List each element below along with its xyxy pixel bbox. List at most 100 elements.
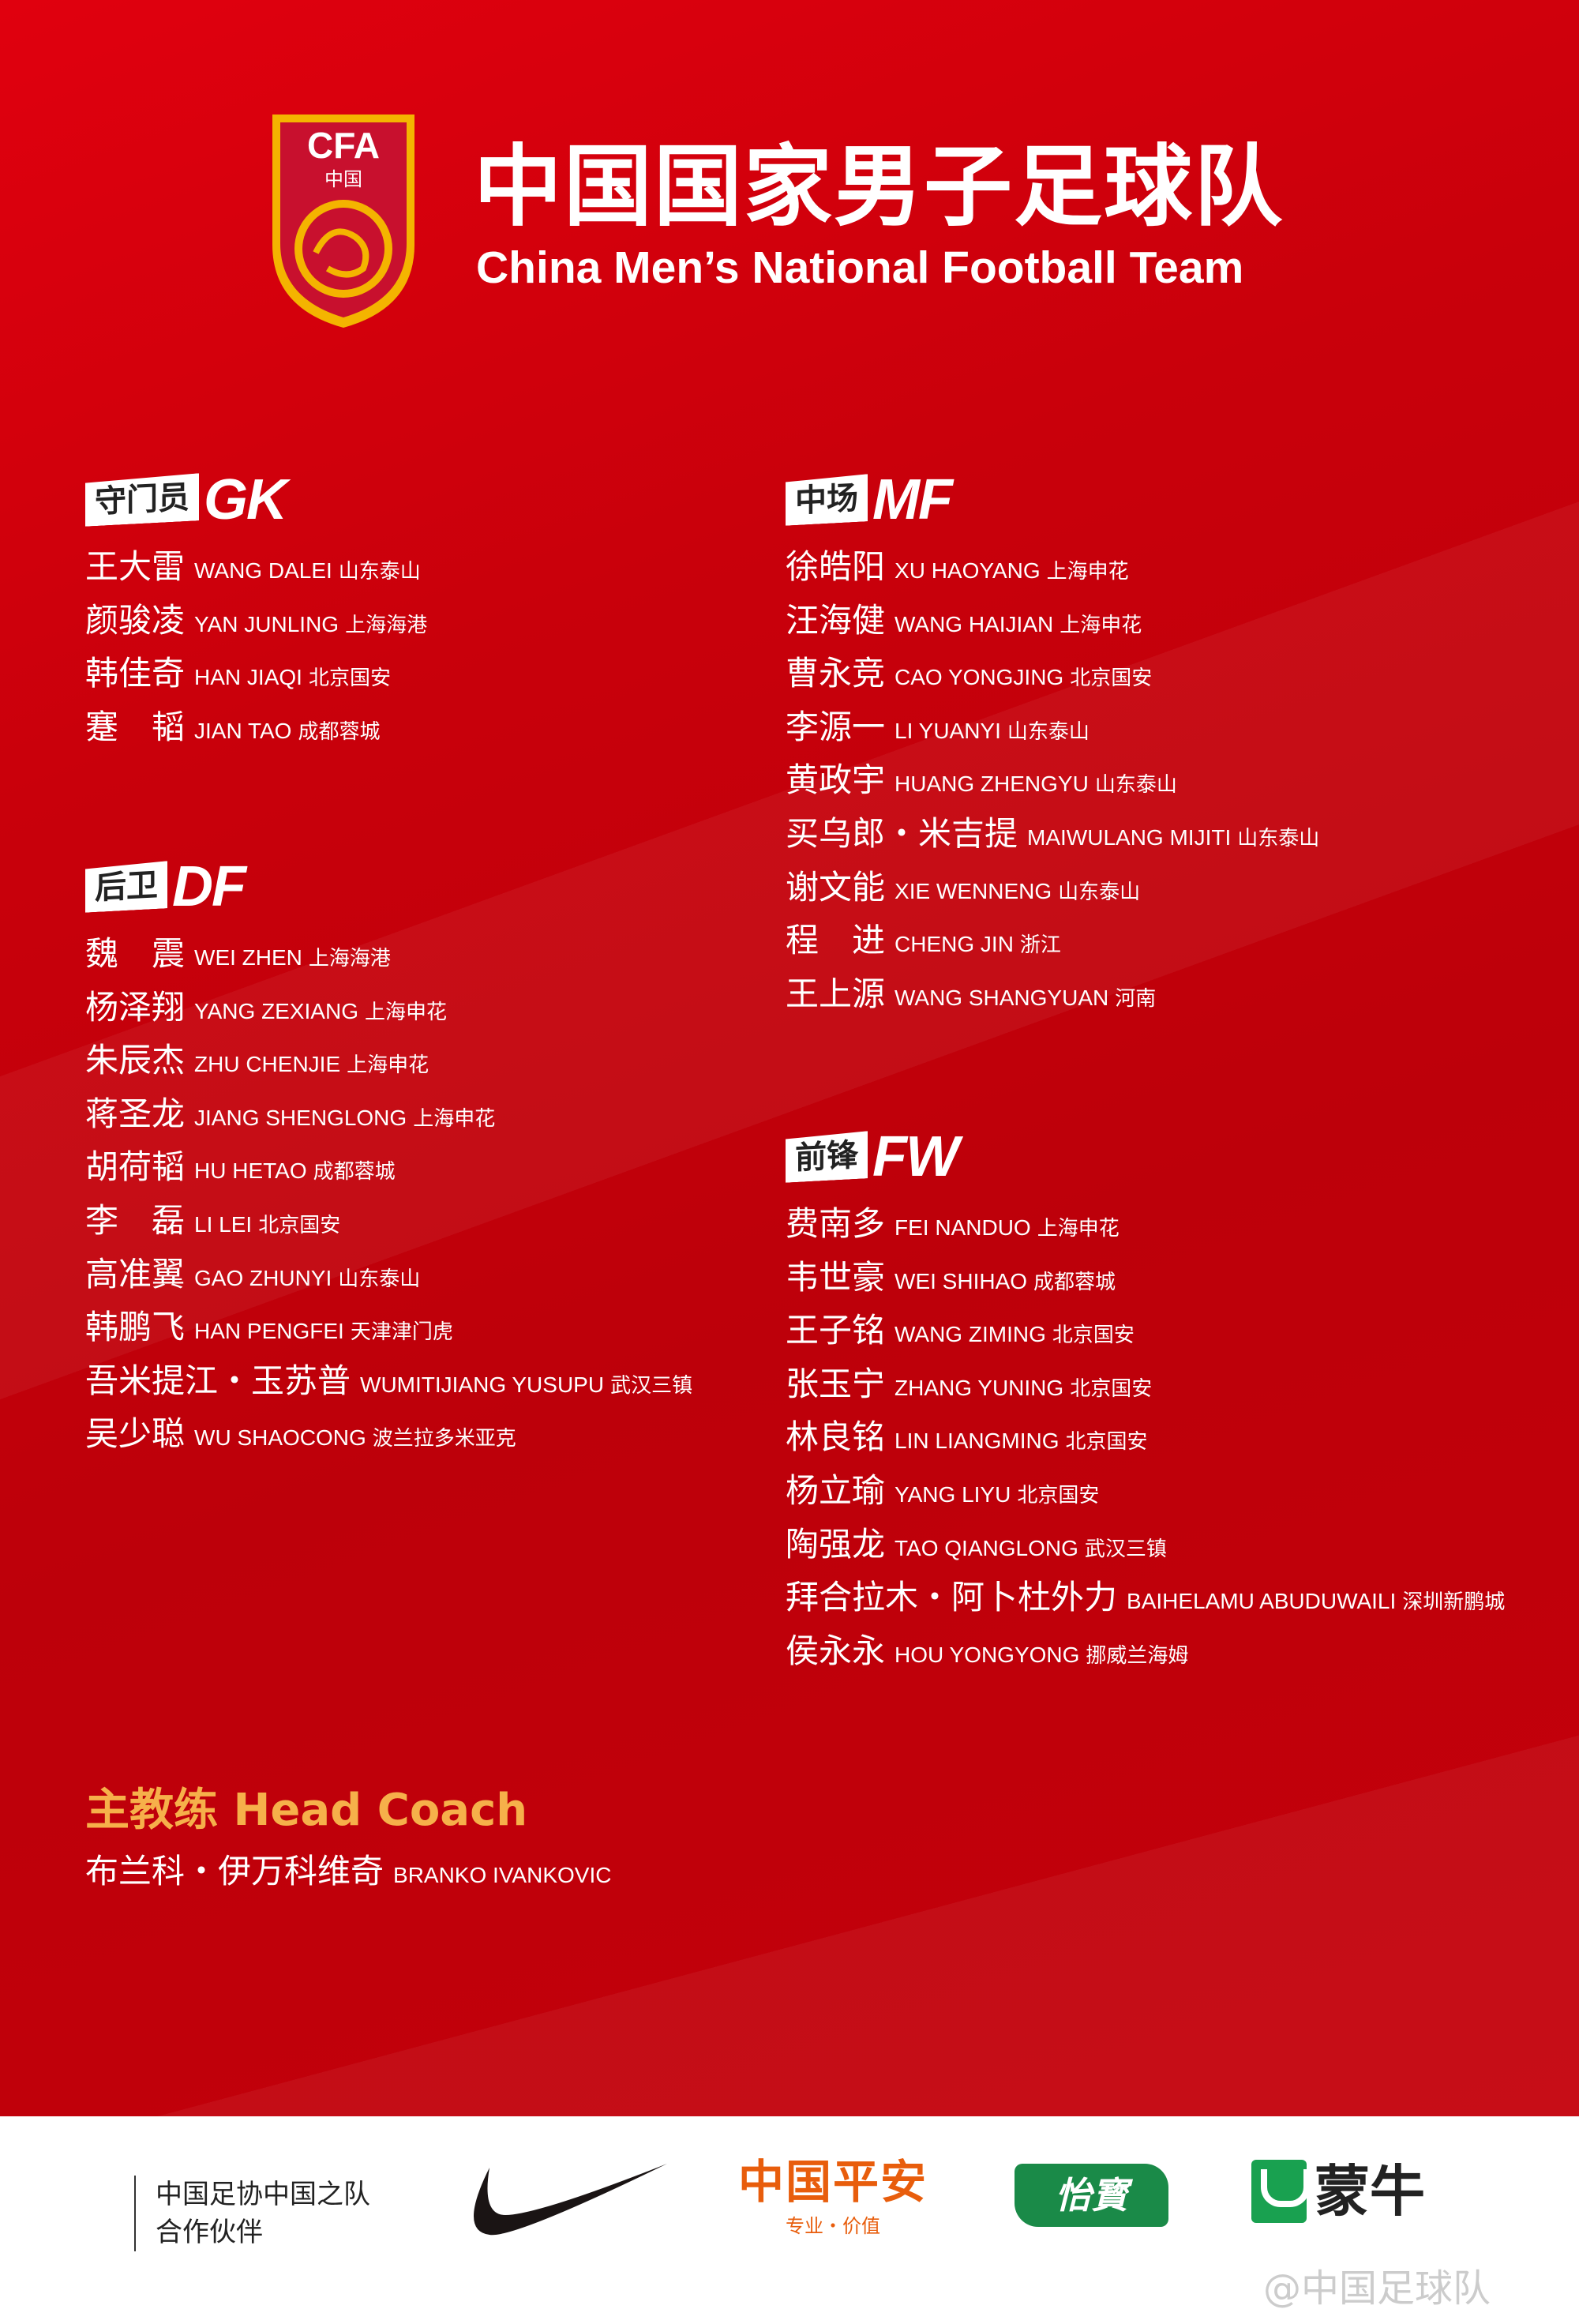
player-name-en: BAIHELAMU ABUDUWAILI bbox=[1127, 1589, 1397, 1614]
player-club: 北京国安 bbox=[1017, 1483, 1100, 1507]
player-club: 北京国安 bbox=[258, 1213, 341, 1237]
svg-text:中国: 中国 bbox=[324, 168, 362, 190]
player-club: 成都蓉城 bbox=[298, 719, 381, 744]
player-row: 张玉宁 ZHANG YUNING 北京国安 bbox=[786, 1361, 1505, 1414]
player-name-en: GAO ZHUNYI bbox=[194, 1265, 332, 1290]
partner-label: 中国足协中国之队 合作伙伴 bbox=[134, 2176, 370, 2251]
svg-text:CFA: CFA bbox=[307, 125, 380, 166]
player-row: 黄政宇 HUANG ZHENGYU 山东泰山 bbox=[786, 757, 1319, 810]
player-name-cn: 蒋圣龙 bbox=[85, 1094, 186, 1133]
player-name-en: XIE WENNENG bbox=[895, 878, 1052, 903]
section-label-cn: 中场 bbox=[786, 474, 868, 525]
player-name-cn: 韩佳奇 bbox=[85, 654, 186, 693]
section-header-fw: 前锋 FW bbox=[786, 1128, 1505, 1185]
player-name-cn: 费南多 bbox=[786, 1204, 886, 1243]
section-header-mf: 中场 MF bbox=[786, 471, 1319, 528]
coach-name-cn: 布兰科・伊万科维奇 bbox=[85, 1852, 384, 1890]
player-row: 王上源 WANG SHANGYUAN 河南 bbox=[786, 971, 1319, 1024]
player-row: 韩佳奇 HAN JIAQI 北京国安 bbox=[85, 650, 427, 704]
section-midfielders: 中场 MF 徐皓阳 XU HAOYANG 上海申花 汪海健 WANG HAIJIAN 上海申花… bbox=[786, 471, 1320, 1024]
coach-title: 主教练 Head Coach bbox=[85, 1785, 528, 1836]
player-name-cn: 汪海健 bbox=[786, 600, 886, 640]
player-name-cn: 曹永竞 bbox=[786, 654, 886, 693]
player-club: 上海海港 bbox=[345, 613, 428, 637]
player-name-cn: 黄政宇 bbox=[786, 760, 886, 800]
player-club: 上海申花 bbox=[1037, 1217, 1120, 1241]
player-row: 谢文能 XIE WENNENG 山东泰山 bbox=[786, 864, 1319, 918]
section-label-en: DF bbox=[172, 855, 246, 918]
pingan-name: 中国平安 bbox=[738, 2155, 928, 2209]
player-name-cn: 魏 震 bbox=[85, 934, 186, 973]
player-name-en: ZHU CHENJIE bbox=[194, 1052, 341, 1077]
player-name-cn: 吴少聪 bbox=[85, 1414, 186, 1454]
player-row: 吴少聪 WU SHAOCONG 波兰拉多米亚克 bbox=[85, 1410, 692, 1464]
section-goalkeepers: 守门员 GK 王大雷 WANG DALEI 山东泰山 颜骏凌 YAN JUNLING 上海海港… bbox=[85, 471, 427, 757]
player-club: 浙江 bbox=[1019, 933, 1061, 958]
player-club: 山东泰山 bbox=[1237, 826, 1320, 850]
player-name-cn: 拜合拉木・阿卜杜外力 bbox=[786, 1578, 1118, 1617]
player-name-cn: 李源一 bbox=[786, 707, 886, 746]
player-club: 挪威兰海姆 bbox=[1086, 1643, 1189, 1668]
player-club: 山东泰山 bbox=[1058, 880, 1141, 904]
player-name-en: LI YUANYI bbox=[895, 718, 1001, 743]
section-label-cn: 守门员 bbox=[85, 473, 199, 527]
player-name-en: JIANG SHENGLONG bbox=[194, 1105, 407, 1130]
player-row: 王子铭 WANG ZIMING 北京国安 bbox=[786, 1307, 1505, 1361]
player-club: 山东泰山 bbox=[338, 560, 421, 584]
player-row: 李源一 LI YUANYI 山东泰山 bbox=[786, 704, 1319, 757]
player-club: 波兰拉多米亚克 bbox=[372, 1427, 516, 1451]
player-club: 武汉三镇 bbox=[1084, 1537, 1167, 1561]
player-name-cn: 谢文能 bbox=[786, 867, 886, 907]
player-name-cn: 颜骏凌 bbox=[85, 600, 186, 640]
nike-swoosh-icon bbox=[474, 2164, 667, 2236]
player-row: 曹永竞 CAO YONGJING 北京国安 bbox=[786, 650, 1319, 704]
player-name-en: WANG ZIMING bbox=[895, 1322, 1046, 1347]
weibo-watermark: @中国足球队 bbox=[1263, 2266, 1491, 2311]
sponsor-footer: 中国足协中国之队 合作伙伴 中国平安 专业・价值 怡寳 蒙牛 @中国足球队 bbox=[0, 2116, 1579, 2324]
partner-line-1: 中国足协中国之队 bbox=[156, 2179, 370, 2210]
section-label-cn: 后卫 bbox=[85, 861, 167, 912]
player-row: 李 磊 LI LEI 北京国安 bbox=[85, 1197, 692, 1251]
section-forwards: 前锋 FW 费南多 FEI NANDUO 上海申花 韦世豪 WEI SHIHAO 成都蓉城 王子… bbox=[786, 1128, 1506, 1680]
player-row: 杨泽翔 YANG ZEXIANG 上海申花 bbox=[85, 984, 692, 1038]
player-row: 魏 震 WEI ZHEN 上海海港 bbox=[85, 930, 692, 984]
player-club: 武汉三镇 bbox=[610, 1373, 693, 1398]
player-row: 韩鹏飞 HAN PENGFEI 天津津门虎 bbox=[85, 1304, 692, 1357]
player-club: 上海申花 bbox=[364, 1000, 447, 1024]
player-name-cn: 杨泽翔 bbox=[85, 987, 186, 1027]
player-club: 北京国安 bbox=[1065, 1430, 1148, 1455]
player-name-cn: 王大雷 bbox=[85, 547, 186, 586]
player-row: 陶强龙 TAO QIANGLONG 武汉三镇 bbox=[786, 1521, 1505, 1575]
player-name-en: WANG DALEI bbox=[194, 558, 332, 583]
page-subtitle: China Men’s National Football Team bbox=[476, 242, 1244, 293]
player-name-cn: 徐皓阳 bbox=[786, 547, 886, 586]
player-name-en: WANG HAIJIAN bbox=[895, 611, 1054, 636]
player-name-cn: 王上源 bbox=[786, 974, 886, 1013]
head-coach: 主教练 Head Coach 布兰科・伊万科维奇 BRANKO IVANKOVI… bbox=[85, 1785, 617, 1902]
player-row: 蒋圣龙 JIANG SHENGLONG 上海申花 bbox=[85, 1091, 692, 1144]
player-name-en: WEI ZHEN bbox=[194, 945, 302, 970]
player-name-en: YANG LIYU bbox=[895, 1481, 1011, 1507]
player-row: 韦世豪 WEI SHIHAO 成都蓉城 bbox=[786, 1254, 1505, 1308]
player-row: 杨立瑜 YANG LIYU 北京国安 bbox=[786, 1467, 1505, 1521]
player-row: 朱辰杰 ZHU CHENJIE 上海申花 bbox=[85, 1037, 692, 1091]
player-name-en: LIN LIANGMING bbox=[895, 1429, 1060, 1454]
player-name-cn: 程 进 bbox=[786, 921, 886, 960]
page-title: 中国国家男子足球队 bbox=[474, 136, 1284, 238]
player-name-cn: 林良铭 bbox=[786, 1417, 886, 1457]
player-name-cn: 买乌郎・米吉提 bbox=[786, 813, 1018, 853]
pingan-slogan: 专业・价值 bbox=[786, 2215, 880, 2237]
mengniu-logo: 蒙牛 bbox=[1251, 2160, 1425, 2223]
player-row: 费南多 FEI NANDUO 上海申花 bbox=[786, 1200, 1505, 1254]
player-name-en: CHENG JIN bbox=[895, 932, 1014, 957]
player-club: 深圳新鹏城 bbox=[1402, 1590, 1506, 1615]
mengniu-name: 蒙牛 bbox=[1315, 2159, 1425, 2224]
player-club: 上海申花 bbox=[1060, 613, 1142, 637]
player-row: 蹇 韬 JIAN TAO 成都蓉城 bbox=[85, 704, 427, 757]
player-name-cn: 陶强龙 bbox=[786, 1524, 886, 1564]
player-name-en: ZHANG YUNING bbox=[895, 1375, 1064, 1400]
player-club: 山东泰山 bbox=[338, 1267, 421, 1291]
player-club: 北京国安 bbox=[1070, 666, 1153, 691]
player-club: 上海申花 bbox=[347, 1053, 429, 1078]
player-row: 颜骏凌 YAN JUNLING 上海海港 bbox=[85, 597, 427, 651]
